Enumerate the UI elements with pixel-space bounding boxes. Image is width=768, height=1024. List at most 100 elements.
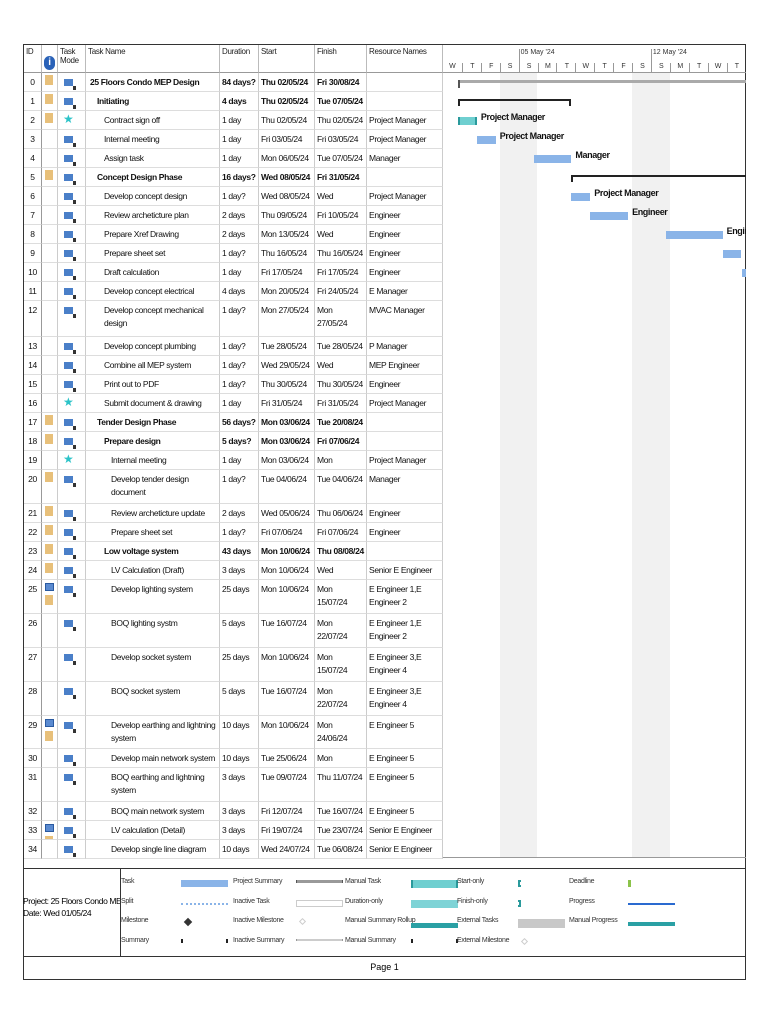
cell-resource[interactable]: Engineer: [367, 523, 443, 542]
cell-id[interactable]: 7: [24, 206, 42, 225]
cell-name[interactable]: LV Calculation (Draft): [86, 561, 220, 580]
cell-id[interactable]: 21: [24, 504, 42, 523]
note-icon[interactable]: [45, 434, 53, 444]
cell-resource[interactable]: E Engineer 5: [367, 749, 443, 768]
col-header-start[interactable]: Start: [259, 45, 315, 73]
cell-resource[interactable]: E Manager: [367, 282, 443, 301]
note-icon[interactable]: [45, 836, 53, 839]
cell-resource[interactable]: [367, 432, 443, 451]
cell-name[interactable]: Print out to PDF: [86, 375, 220, 394]
cell-name[interactable]: BOQ earthing and lightning system: [86, 768, 220, 802]
task-bar[interactable]: [741, 269, 746, 277]
task-bar[interactable]: [571, 193, 591, 201]
cell-name[interactable]: BOQ socket system: [86, 682, 220, 716]
note-icon[interactable]: [45, 506, 53, 516]
cell-resource[interactable]: Project Manager: [367, 111, 443, 130]
cell-resource[interactable]: E Engineer 5: [367, 716, 443, 749]
cell-id[interactable]: 10: [24, 263, 42, 282]
cell-name[interactable]: Internal meeting: [86, 451, 220, 470]
task-bar[interactable]: [590, 212, 629, 220]
note-icon[interactable]: [45, 595, 53, 605]
cell-id[interactable]: 1: [24, 92, 42, 111]
cell-id[interactable]: 32: [24, 802, 42, 821]
cell-name[interactable]: Low voltage system: [86, 542, 220, 561]
task-bar[interactable]: [476, 136, 496, 144]
cell-resource[interactable]: [367, 92, 443, 111]
cell-name[interactable]: Draft calculation: [86, 263, 220, 282]
cell-id[interactable]: 5: [24, 168, 42, 187]
cell-resource[interactable]: Engineer: [367, 206, 443, 225]
cell-resource[interactable]: Engineer: [367, 375, 443, 394]
calendar-icon[interactable]: [45, 719, 54, 727]
cell-resource[interactable]: E Engineer 1,E Engineer 2: [367, 580, 443, 614]
cell-id[interactable]: 34: [24, 840, 42, 859]
cell-resource[interactable]: E Engineer 5: [367, 802, 443, 821]
cell-id[interactable]: 16: [24, 394, 42, 413]
note-icon[interactable]: [45, 75, 53, 85]
cell-resource[interactable]: MVAC Manager: [367, 301, 443, 337]
cell-name[interactable]: Prepare sheet set: [86, 523, 220, 542]
col-header-duration[interactable]: Duration: [220, 45, 259, 73]
cell-id[interactable]: 29: [24, 716, 42, 749]
cell-name[interactable]: BOQ main network system: [86, 802, 220, 821]
cell-name[interactable]: 25 Floors Condo MEP Design: [86, 73, 220, 92]
cell-name[interactable]: Internal meeting: [86, 130, 220, 149]
cell-id[interactable]: 0: [24, 73, 42, 92]
cell-id[interactable]: 17: [24, 413, 42, 432]
task-bar[interactable]: [722, 250, 742, 258]
cell-resource[interactable]: E Engineer 1,E Engineer 2: [367, 614, 443, 648]
cell-resource[interactable]: [367, 413, 443, 432]
cell-name[interactable]: Develop single line diagram: [86, 840, 220, 859]
summary-bar[interactable]: [571, 175, 746, 182]
cell-resource[interactable]: MEP Engineer: [367, 356, 443, 375]
cell-id[interactable]: 18: [24, 432, 42, 451]
cell-id[interactable]: 11: [24, 282, 42, 301]
cell-resource[interactable]: Engineer: [367, 263, 443, 282]
cell-name[interactable]: Initiating: [86, 92, 220, 111]
cell-id[interactable]: 31: [24, 768, 42, 802]
cell-id[interactable]: 26: [24, 614, 42, 648]
cell-resource[interactable]: Engineer: [367, 504, 443, 523]
cell-name[interactable]: Review archeticture update: [86, 504, 220, 523]
cell-id[interactable]: 14: [24, 356, 42, 375]
cell-name[interactable]: Prepare sheet set: [86, 244, 220, 263]
cell-resource[interactable]: Manager: [367, 470, 443, 504]
cell-id[interactable]: 8: [24, 225, 42, 244]
cell-id[interactable]: 2: [24, 111, 42, 130]
cell-id[interactable]: 33: [24, 821, 42, 840]
cell-id[interactable]: 28: [24, 682, 42, 716]
cell-resource[interactable]: Project Manager: [367, 394, 443, 413]
cell-name[interactable]: Submit document & drawing: [86, 394, 220, 413]
cell-id[interactable]: 30: [24, 749, 42, 768]
project-summary-bar[interactable]: [458, 80, 746, 88]
cell-id[interactable]: 25: [24, 580, 42, 614]
cell-name[interactable]: BOQ lighting systm: [86, 614, 220, 648]
cell-name[interactable]: LV calculation (Detail): [86, 821, 220, 840]
task-bar[interactable]: [665, 231, 723, 239]
calendar-icon[interactable]: [45, 824, 54, 832]
cell-name[interactable]: Develop lighting system: [86, 580, 220, 614]
note-icon[interactable]: [45, 415, 53, 425]
cell-resource[interactable]: [367, 168, 443, 187]
cell-id[interactable]: 9: [24, 244, 42, 263]
note-icon[interactable]: [45, 113, 53, 123]
cell-name[interactable]: Contract sign off: [86, 111, 220, 130]
cell-resource[interactable]: E Engineer 3,E Engineer 4: [367, 682, 443, 716]
cell-name[interactable]: Concept Design Phase: [86, 168, 220, 187]
cell-id[interactable]: 15: [24, 375, 42, 394]
cell-name[interactable]: Tender Design Phase: [86, 413, 220, 432]
note-icon[interactable]: [45, 544, 53, 554]
note-icon[interactable]: [45, 170, 53, 180]
cell-resource[interactable]: Manager: [367, 149, 443, 168]
cell-id[interactable]: 13: [24, 337, 42, 356]
col-header-finish[interactable]: Finish: [315, 45, 367, 73]
cell-resource[interactable]: Project Manager: [367, 451, 443, 470]
cell-name[interactable]: Review archeticture plan: [86, 206, 220, 225]
cell-resource[interactable]: [367, 73, 443, 92]
cell-name[interactable]: Prepare Xref Drawing: [86, 225, 220, 244]
cell-resource[interactable]: [367, 542, 443, 561]
note-icon[interactable]: [45, 472, 53, 482]
cell-name[interactable]: Develop socket system: [86, 648, 220, 682]
cell-resource[interactable]: P Manager: [367, 337, 443, 356]
col-header-id[interactable]: ID: [24, 45, 42, 73]
